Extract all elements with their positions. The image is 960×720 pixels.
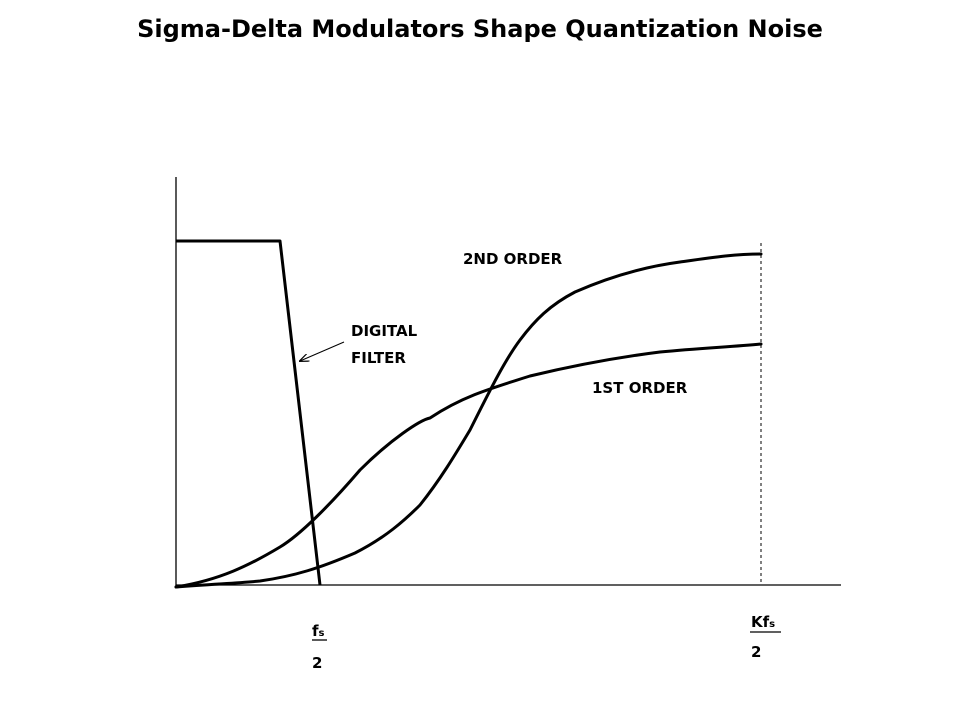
digital-filter-label-line1: DIGITAL: [351, 322, 418, 340]
digital-filter-curve: [176, 239, 322, 586]
second-order-label: 2ND ORDER: [463, 250, 563, 268]
fs-subscript: s: [318, 628, 325, 639]
fs-numerator: fs: [312, 622, 324, 640]
kfs-main: Kf: [751, 613, 770, 631]
first-order-label: 1ST ORDER: [592, 379, 688, 397]
digital-filter-label-line2: FILTER: [351, 349, 406, 367]
page-title: Sigma-Delta Modulators Shape Quantizatio…: [137, 15, 823, 43]
kfs-denominator: 2: [751, 643, 762, 661]
digital-filter-arrow: [300, 341, 345, 361]
kfs-numerator: Kfs: [751, 613, 775, 631]
first-order-curve: [174, 342, 763, 589]
second-order-curve: [174, 252, 763, 589]
fs-main: f: [312, 622, 319, 640]
kfs-subscript: s: [769, 619, 776, 630]
fs-denominator: 2: [312, 654, 323, 672]
